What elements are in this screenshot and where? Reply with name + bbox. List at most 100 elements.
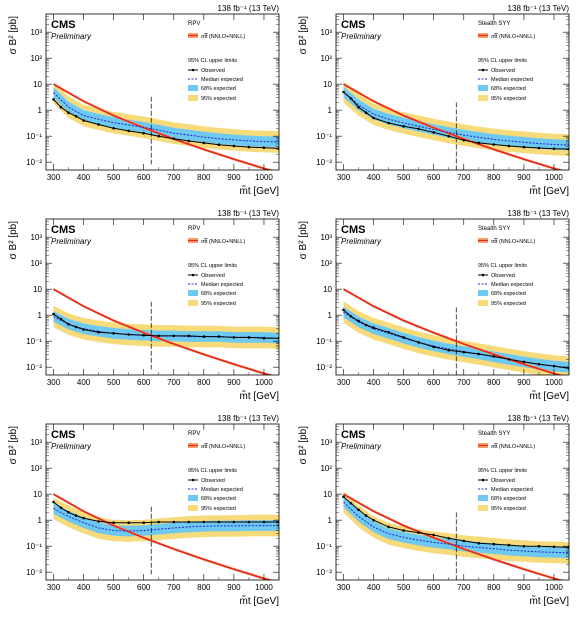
observed-point bbox=[59, 506, 63, 510]
x-tick-label: 300 bbox=[47, 173, 61, 182]
y-tick-label: 10² bbox=[320, 54, 332, 63]
observed-point bbox=[187, 520, 191, 524]
legend-95-swatch bbox=[188, 300, 198, 306]
observed-point bbox=[522, 145, 526, 149]
observed-point bbox=[364, 111, 368, 114]
cms-label: CMS bbox=[341, 429, 365, 441]
observed-point bbox=[387, 331, 390, 334]
legend-limits-header: 95% CL upper limits bbox=[188, 58, 237, 64]
observed-point bbox=[127, 521, 130, 524]
x-tick-label: 700 bbox=[457, 378, 471, 387]
observed-point bbox=[402, 529, 405, 532]
observed-point bbox=[402, 336, 405, 339]
legend-68-swatch bbox=[188, 495, 198, 501]
lumi-label: 138 fb⁻¹ (13 TeV) bbox=[218, 4, 280, 13]
observed-point bbox=[187, 334, 191, 338]
observed-point bbox=[82, 119, 85, 122]
model-label: Stealth SYY bbox=[478, 21, 510, 27]
observed-point bbox=[52, 500, 55, 504]
x-tick-label: 700 bbox=[167, 583, 181, 592]
observed-point bbox=[507, 144, 511, 148]
legend-95-swatch bbox=[478, 505, 488, 511]
x-axis-title: m̃t [GeV] bbox=[530, 184, 570, 197]
observed-point bbox=[342, 90, 345, 94]
lumi-label: 138 fb⁻¹ (13 TeV) bbox=[508, 414, 570, 423]
lumi-label: 138 fb⁻¹ (13 TeV) bbox=[218, 209, 280, 218]
observed-point bbox=[447, 134, 450, 138]
observed-point bbox=[417, 341, 420, 344]
observed-point bbox=[52, 98, 55, 101]
x-tick-label: 600 bbox=[427, 378, 441, 387]
x-tick-label: 1000 bbox=[545, 173, 563, 182]
observed-point bbox=[462, 350, 466, 354]
y-tick-label: 10⁻² bbox=[316, 568, 332, 577]
observed-point bbox=[372, 326, 375, 329]
legend-95-swatch bbox=[188, 95, 198, 101]
y-tick-label: 10² bbox=[30, 464, 42, 473]
legend-68-label: 68% expected bbox=[491, 291, 526, 297]
model-label: Stealth SYY bbox=[478, 431, 510, 437]
observed-point bbox=[462, 539, 466, 543]
observed-point bbox=[74, 115, 78, 118]
observed-line bbox=[343, 496, 569, 548]
legend-observed-marker bbox=[481, 68, 485, 72]
y-tick-label: 10 bbox=[323, 285, 332, 294]
x-tick-label: 300 bbox=[47, 583, 61, 592]
x-tick-label: 1000 bbox=[545, 583, 563, 592]
observed-point bbox=[262, 336, 266, 340]
observed-point bbox=[357, 508, 360, 512]
legend-observed-marker bbox=[481, 478, 485, 482]
x-tick-label: 300 bbox=[337, 378, 351, 387]
x-tick-label: 700 bbox=[457, 583, 471, 592]
observed-point bbox=[432, 131, 435, 134]
observed-point bbox=[247, 145, 251, 149]
x-axis-title: m̃t [GeV] bbox=[240, 594, 280, 607]
legend-limits-header: 95% CL upper limits bbox=[478, 58, 527, 64]
plot-area bbox=[342, 491, 569, 580]
x-tick-label: 500 bbox=[107, 378, 121, 387]
observed-point bbox=[172, 137, 176, 140]
y-axis-title: σ B² [pb] bbox=[298, 16, 309, 55]
lumi-label: 138 fb⁻¹ (13 TeV) bbox=[508, 209, 570, 218]
observed-point bbox=[372, 518, 375, 522]
observed-point bbox=[127, 129, 130, 133]
x-tick-label: 400 bbox=[367, 378, 381, 387]
x-tick-label: 1000 bbox=[255, 173, 273, 182]
legend-observed-label: Observed bbox=[201, 478, 225, 484]
y-tick-label: 1 bbox=[38, 516, 43, 525]
legend-theory-label: σt̃t̃ (NNLO+NNLL) bbox=[201, 33, 245, 40]
observed-point bbox=[217, 520, 221, 524]
y-tick-label: 1 bbox=[328, 516, 333, 525]
legend-95-label: 95% expected bbox=[201, 96, 236, 102]
legend-observed-marker bbox=[481, 273, 485, 277]
x-tick-label: 800 bbox=[197, 173, 211, 182]
observed-point bbox=[432, 345, 435, 349]
y-tick-label: 10⁻² bbox=[26, 363, 42, 372]
observed-line bbox=[53, 313, 279, 339]
observed-point bbox=[202, 520, 206, 524]
legend-median-label: Median expected bbox=[201, 487, 243, 493]
observed-point bbox=[552, 147, 556, 150]
observed-point bbox=[112, 521, 115, 524]
y-tick-label: 10⁻¹ bbox=[26, 132, 42, 141]
x-tick-label: 500 bbox=[397, 378, 411, 387]
x-tick-label: 400 bbox=[77, 173, 91, 182]
x-tick-label: 800 bbox=[197, 583, 211, 592]
x-tick-label: 500 bbox=[107, 583, 121, 592]
legend-limits-header: 95% CL upper limits bbox=[478, 468, 527, 474]
x-tick-label: 600 bbox=[427, 583, 441, 592]
y-tick-label: 10⁻² bbox=[316, 363, 332, 372]
x-axis-title: m̃t [GeV] bbox=[530, 389, 570, 402]
legend-theory-label: σt̃t̃ (NNLO+NNLL) bbox=[201, 238, 245, 245]
preliminary-label: Preliminary bbox=[51, 442, 92, 451]
y-tick-label: 10⁻¹ bbox=[316, 337, 332, 346]
observed-point bbox=[387, 525, 390, 529]
x-tick-label: 600 bbox=[137, 173, 151, 182]
cms-label: CMS bbox=[51, 429, 75, 441]
y-axis-title: σ B² [pb] bbox=[8, 426, 19, 465]
observed-point bbox=[537, 544, 541, 548]
legend-observed-label: Observed bbox=[201, 68, 225, 74]
legend-observed-label: Observed bbox=[201, 273, 225, 279]
legend-theory-label: σt̃t̃ (NNLO+NNLL) bbox=[491, 238, 535, 245]
x-tick-label: 300 bbox=[47, 378, 61, 387]
